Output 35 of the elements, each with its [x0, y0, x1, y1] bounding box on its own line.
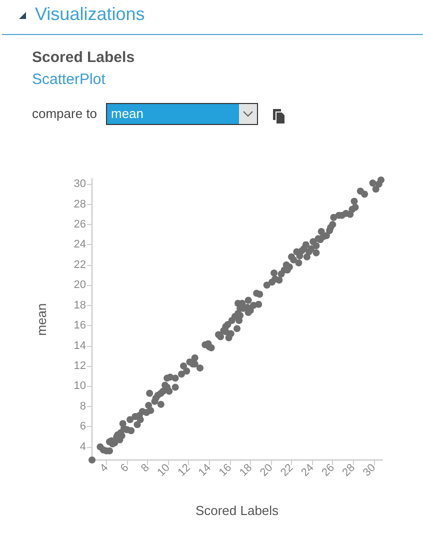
y-tick-label: 30 — [74, 178, 86, 190]
y-tick-label: 24 — [74, 238, 86, 251]
x-tick-label: 30 — [360, 462, 378, 479]
chart-title: Scored Labels — [32, 48, 135, 67]
x-tick-label: 18 — [237, 462, 255, 479]
x-tick-label: 8 — [138, 462, 152, 475]
x-tick-label: 12 — [176, 462, 193, 479]
x-tick-label: 20 — [258, 462, 276, 479]
x-tick-label: 24 — [299, 462, 316, 479]
x-tick-label: 22 — [278, 462, 296, 479]
y-tick-label: 18 — [74, 299, 86, 312]
text: compare to — [32, 105, 98, 122]
chart-subtitle: ScatterPlot — [32, 70, 106, 89]
x-tick-label: 10 — [155, 462, 172, 479]
y-tick-label: 4 — [80, 440, 86, 453]
x-tick-label: 14 — [196, 462, 214, 479]
dropdown[interactable]: mean — [106, 103, 258, 125]
x-tick-label: 4 — [98, 462, 111, 475]
x-tick-label: 6 — [118, 462, 132, 475]
y-axis-title: mean — [34, 303, 49, 336]
y-tick-label: 10 — [74, 380, 86, 392]
y-tick-label: 14 — [74, 340, 86, 352]
y-tick-label: 28 — [74, 198, 86, 210]
text: Visualizations — [35, 3, 145, 25]
x-tick-label: 16 — [216, 462, 234, 479]
y-tick-label: 20 — [74, 279, 86, 292]
x-tick-label: 28 — [340, 462, 358, 479]
y-tick-label: 22 — [74, 258, 86, 271]
x-axis-title: Scored Labels — [195, 503, 280, 518]
y-tick-label: 16 — [74, 320, 86, 332]
y-tick-label: 6 — [80, 420, 86, 433]
x-tick-label: 26 — [320, 462, 337, 479]
y-tick-label: 8 — [80, 400, 86, 412]
y-tick-label: 26 — [74, 218, 86, 230]
y-tick-label: 12 — [74, 360, 86, 372]
